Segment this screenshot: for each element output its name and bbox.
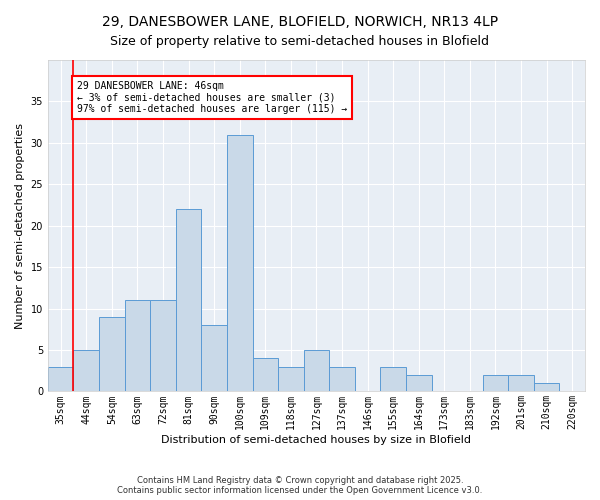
Bar [534, 383, 559, 392]
Bar [73, 350, 99, 392]
Text: Size of property relative to semi-detached houses in Blofield: Size of property relative to semi-detach… [110, 35, 490, 48]
X-axis label: Distribution of semi-detached houses by size in Blofield: Distribution of semi-detached houses by … [161, 435, 472, 445]
Bar [253, 358, 278, 392]
Text: 29, DANESBOWER LANE, BLOFIELD, NORWICH, NR13 4LP: 29, DANESBOWER LANE, BLOFIELD, NORWICH, … [102, 15, 498, 29]
Bar [482, 375, 508, 392]
Bar [125, 300, 150, 392]
Bar [278, 366, 304, 392]
Bar [304, 350, 329, 392]
Text: Contains HM Land Registry data © Crown copyright and database right 2025.
Contai: Contains HM Land Registry data © Crown c… [118, 476, 482, 495]
Bar [380, 366, 406, 392]
Bar [99, 317, 125, 392]
Bar [48, 366, 73, 392]
Y-axis label: Number of semi-detached properties: Number of semi-detached properties [15, 122, 25, 328]
Text: 29 DANESBOWER LANE: 46sqm
← 3% of semi-detached houses are smaller (3)
97% of se: 29 DANESBOWER LANE: 46sqm ← 3% of semi-d… [77, 80, 347, 114]
Bar [508, 375, 534, 392]
Bar [406, 375, 431, 392]
Bar [150, 300, 176, 392]
Bar [176, 209, 202, 392]
Bar [202, 325, 227, 392]
Bar [329, 366, 355, 392]
Bar [227, 134, 253, 392]
